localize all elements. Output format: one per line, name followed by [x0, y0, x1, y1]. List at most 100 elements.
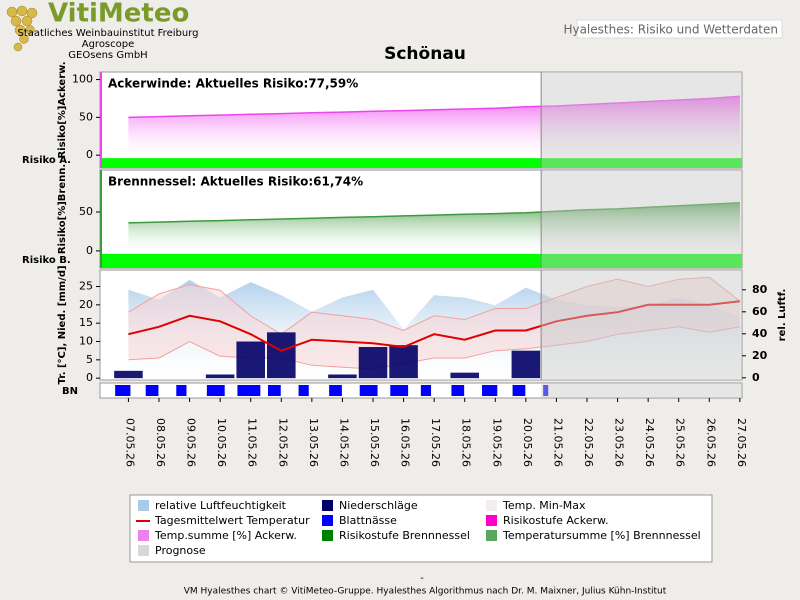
x-tick-label: 14.05.26	[337, 418, 350, 467]
x-tick-label: 20.05.26	[521, 418, 534, 467]
legend-swatch	[322, 515, 333, 526]
legend-label: Tagesmittelwert Temperatur	[154, 514, 310, 527]
x-tick-label: 11.05.26	[246, 418, 259, 467]
y2-tick-label: 60	[752, 305, 768, 318]
annotation: Ackerwinde: Aktuelles Risiko:77,59%	[108, 77, 358, 91]
precipitation-bar	[328, 374, 357, 379]
leaf-wetness-bar	[512, 385, 526, 396]
leaf-wetness-bar	[115, 385, 131, 396]
footer: VM Hyalesthes chart © VitiMeteo-Gruppe. …	[184, 587, 667, 597]
x-tick-label: 08.05.26	[154, 418, 167, 467]
separator: -	[420, 573, 424, 584]
x-tick-label: 25.05.26	[674, 418, 687, 467]
temp-sum-area	[128, 202, 740, 251]
legend-label: Blattnässe	[339, 514, 397, 527]
x-tick-label: 24.05.26	[643, 418, 656, 467]
legend-label: relative Luftfeuchtigkeit	[155, 499, 287, 512]
logo: VitiMeteo	[48, 0, 189, 29]
forecast-shade	[541, 170, 742, 268]
y-tick-label: 15	[79, 316, 93, 329]
y2-tick-label: 40	[752, 327, 768, 340]
x-tick-label: 19.05.26	[490, 418, 503, 467]
legend-swatch	[322, 530, 333, 541]
legend-label: Prognose	[155, 544, 206, 557]
precipitation-bar	[114, 370, 143, 379]
legend-label: Temp.summe [%] Ackerw.	[154, 529, 297, 542]
band-label: Risiko B.	[22, 255, 71, 266]
precipitation-bar	[389, 345, 418, 379]
legend-label: Niederschläge	[339, 499, 418, 512]
leaf-wetness-bar	[237, 385, 261, 396]
y-axis-label: Tr. [°C], Nied. [mm/d]	[57, 265, 68, 384]
forecast-shade	[541, 72, 742, 168]
precipitation-bar	[358, 347, 388, 379]
y2-tick-label: 80	[752, 283, 768, 296]
precipitation-bar	[511, 350, 541, 379]
legend-swatch	[138, 530, 149, 541]
legend-label: Risikostufe Brennnessel	[339, 529, 470, 542]
x-tick-label: 22.05.26	[582, 418, 595, 467]
legend-swatch	[486, 500, 497, 511]
legend-swatch	[138, 500, 149, 511]
leaf-wetness-bar	[451, 385, 465, 396]
x-tick-label: 16.05.26	[399, 418, 412, 467]
leaf-wetness-bar	[176, 385, 187, 396]
x-tick-label: 21.05.26	[551, 418, 564, 467]
temperature-line	[128, 300, 741, 352]
institution: GEOsens GmbH	[68, 50, 147, 61]
x-tick-label: 07.05.26	[123, 418, 136, 467]
leaf-wetness-bar	[420, 385, 432, 396]
x-tick-label: 13.05.26	[307, 418, 320, 467]
y-axis-label: Risiko[%]Ackerw.	[57, 61, 68, 158]
temp-sum-area	[128, 96, 740, 156]
forecast-shade	[541, 270, 742, 380]
y2-axis-label: rel. Luftf.	[777, 289, 788, 342]
institution: Agroscope	[82, 39, 135, 50]
precipitation-bar	[267, 332, 296, 379]
y-tick-label: 100	[72, 73, 93, 86]
leaf-wetness-bar	[268, 385, 281, 396]
risk-level-band	[100, 158, 742, 168]
precipitation-bar	[450, 372, 480, 379]
leaf-wetness-bar	[390, 385, 409, 396]
y-tick-label: 50	[79, 205, 93, 218]
precipitation-bar	[205, 374, 235, 379]
y-tick-label: 0	[86, 244, 93, 257]
band-label: Risiko A.	[22, 155, 71, 166]
leaf-wetness-bar	[482, 385, 498, 396]
x-tick-label: 26.05.26	[704, 418, 717, 467]
legend-label: Temperatursumme [%] Brennnessel	[502, 529, 701, 542]
institution: Staatliches Weinbauinstitut Freiburg	[18, 28, 199, 39]
legend-swatch	[486, 530, 497, 541]
temp-max-line	[128, 276, 741, 335]
annotation: Brennnessel: Aktuelles Risiko:61,74%	[108, 175, 363, 189]
legend-swatch	[486, 515, 497, 526]
precipitation-bar	[236, 341, 266, 379]
logo-grapes	[6, 5, 38, 52]
y-tick-label: 25	[79, 280, 93, 293]
y-tick-label: 0	[86, 371, 93, 384]
app-title-box	[576, 19, 783, 39]
leaf-wetness-bar	[298, 385, 309, 396]
legend-swatch	[322, 500, 333, 511]
temp-min-line	[128, 326, 740, 370]
x-tick-label: 27.05.26	[735, 418, 748, 467]
leaf-wetness-bar	[329, 385, 342, 396]
y-axis-label: Risiko[%]Brenn.	[57, 164, 68, 254]
legend-label: Temp. Min-Max	[502, 499, 586, 512]
forecast-shade	[541, 383, 742, 398]
y-tick-label: 20	[79, 298, 93, 311]
legend-swatch	[138, 545, 149, 556]
y-tick-label: 5	[86, 353, 93, 366]
y-tick-label: 10	[79, 335, 93, 348]
leaf-wetness-bar	[206, 385, 225, 396]
temp-sum-line	[128, 95, 740, 119]
leaf-wetness-bar	[359, 385, 378, 396]
y-tick-label: 50	[79, 110, 93, 123]
temp-sum-line	[128, 201, 740, 224]
leaf-wetness-bar	[145, 385, 159, 396]
y-tick-label: 0	[86, 148, 93, 161]
x-tick-label: 17.05.26	[429, 418, 442, 467]
